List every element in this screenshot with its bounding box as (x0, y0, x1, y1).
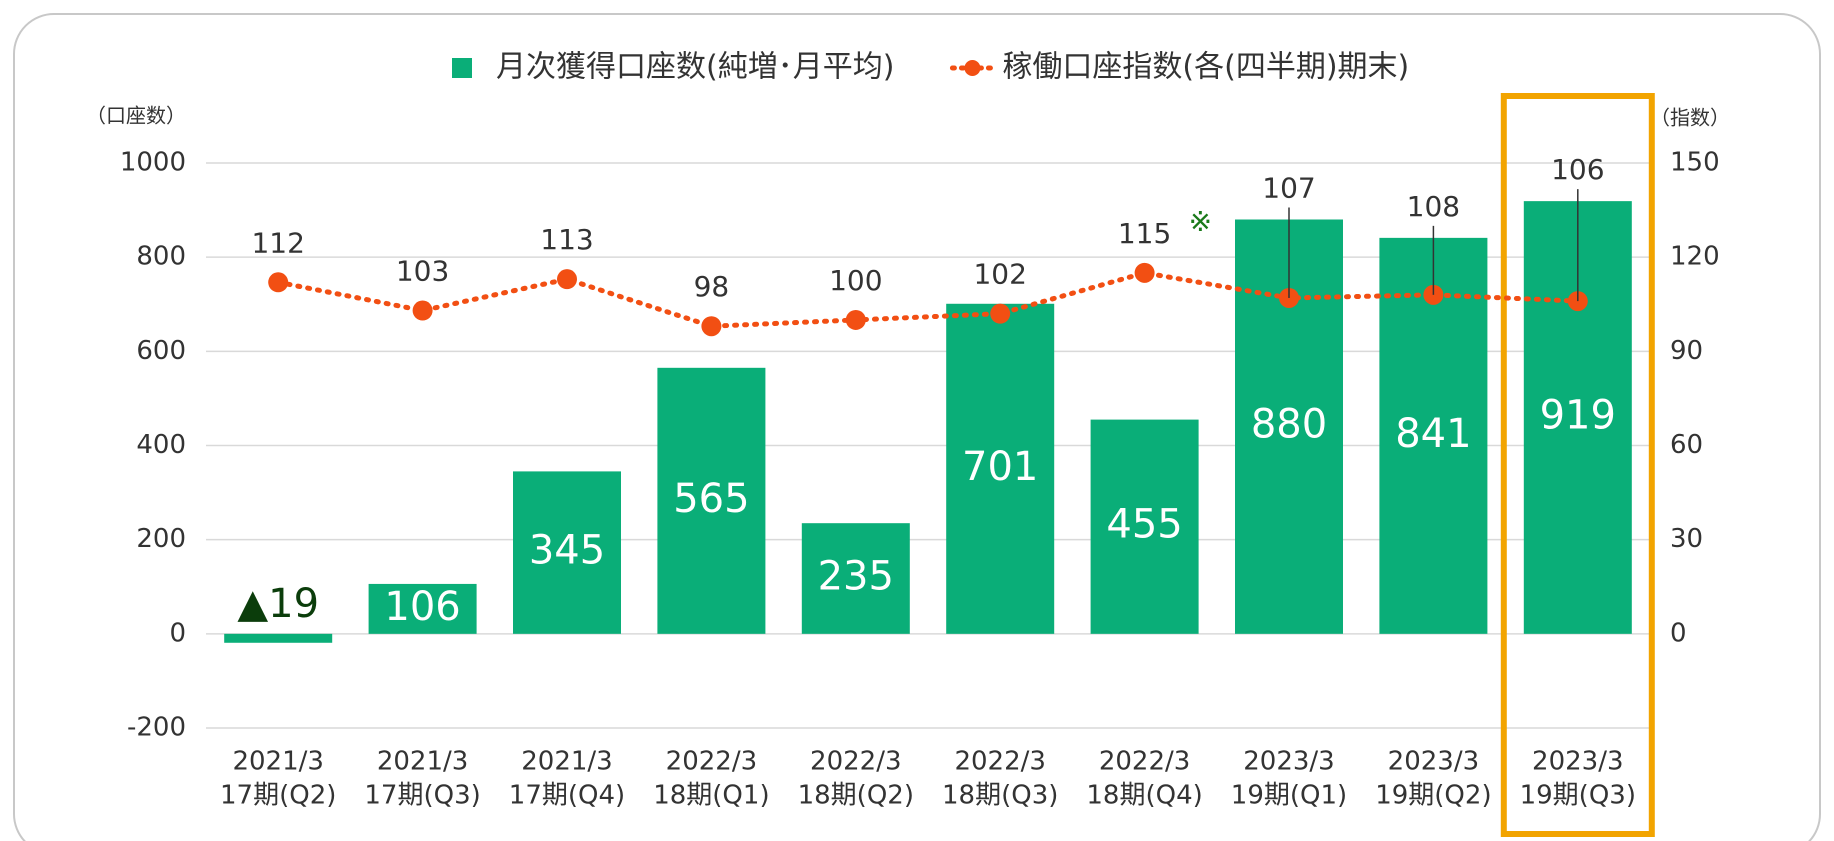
x-tick-label: 18期(Q2) (798, 781, 914, 811)
line-value-label: 115 (1118, 217, 1171, 250)
x-tick-label: 18期(Q3) (942, 781, 1058, 811)
legend-swatch (964, 60, 981, 76)
x-tick-label: 18期(Q4) (1086, 781, 1202, 811)
line-value-label: 102 (973, 258, 1026, 291)
y-tick-label: 200 (136, 524, 186, 554)
line-point (845, 309, 866, 330)
y-tick-label: 800 (136, 242, 186, 272)
y-axis-label: （口座数） (86, 104, 186, 128)
line-point (557, 269, 577, 290)
line-value-label: 108 (1407, 190, 1460, 223)
bar-value-label: 701 (962, 444, 1038, 490)
x-tick-label: 19期(Q1) (1231, 781, 1347, 811)
bar (224, 633, 333, 643)
bar-value-label: 841 (1395, 411, 1471, 457)
line-value-label: 113 (540, 223, 593, 256)
bar-value-label: ▲19 (237, 581, 319, 627)
y2-tick-label: 90 (1670, 336, 1703, 366)
bar-value-label: 235 (818, 554, 894, 600)
y2-tick-label: 120 (1670, 242, 1720, 272)
bar (657, 367, 766, 634)
bar-value-label: 345 (529, 528, 605, 574)
bar-value-label: 919 (1540, 392, 1616, 438)
legend-swatch (452, 58, 472, 78)
x-tick-label: 2021/3 (521, 747, 612, 777)
x-tick-label: 2023/3 (1388, 747, 1479, 777)
legend-label: 月次獲得口座数(純増･月平均) (496, 50, 894, 85)
x-tick-label: 17期(Q3) (364, 781, 480, 811)
line-value-label: 98 (694, 270, 730, 303)
x-tick-label: 2022/3 (666, 747, 757, 777)
line-point (701, 316, 722, 337)
bar (368, 583, 477, 634)
y-tick-label: 1000 (120, 148, 186, 178)
x-tick-label: 2022/3 (810, 747, 901, 777)
x-tick-label: 17期(Q4) (509, 781, 625, 811)
bar (1090, 419, 1199, 634)
bar-value-label: 880 (1251, 402, 1327, 448)
x-tick-label: 17期(Q2) (220, 781, 336, 811)
y2-tick-label: 0 (1670, 618, 1687, 648)
x-tick-label: 2023/3 (1532, 747, 1623, 777)
x-tick-label: 2021/3 (232, 747, 323, 777)
x-tick-label: 19期(Q2) (1375, 781, 1491, 811)
bar (513, 471, 621, 634)
x-tick-label: 2022/3 (954, 747, 1045, 777)
line (275, 270, 1581, 329)
x-tick-label: 19期(Q3) (1520, 781, 1636, 811)
x-tick-label: 2022/3 (1099, 747, 1190, 777)
line-value-label: 107 (1262, 172, 1315, 205)
highlight-box (1500, 93, 1655, 837)
bar (946, 303, 1055, 634)
x-tick-label: 2023/3 (1243, 747, 1334, 777)
y2-tick-label: 60 (1670, 430, 1703, 460)
x-tick-label: 2021/3 (377, 747, 468, 777)
line-value-label: 100 (829, 264, 882, 297)
bar (801, 523, 910, 634)
y2-tick-label: 30 (1670, 524, 1703, 554)
line-point (1134, 262, 1155, 283)
annotation: ※ (1189, 205, 1212, 238)
line-value-label: 106 (1551, 153, 1604, 186)
legend-label: 稼働口座指数(各(四半期)期末) (1002, 50, 1409, 85)
line-point (990, 303, 1011, 324)
bar-value-label: 455 (1106, 502, 1182, 548)
y-tick-label: -200 (127, 713, 186, 743)
y-tick-label: 600 (136, 336, 186, 366)
y-tick-label: 0 (169, 618, 186, 648)
y-tick-label: 400 (136, 430, 186, 460)
y2-axis-label: （指数） (1650, 106, 1730, 130)
line-point (268, 272, 289, 293)
line-value-label: 103 (396, 255, 449, 288)
bar-value-label: 106 (384, 584, 460, 630)
line-value-label: 112 (251, 226, 304, 259)
y2-tick-label: 150 (1670, 148, 1720, 178)
line-point (412, 300, 433, 321)
bar-value-label: 565 (673, 476, 749, 522)
x-tick-label: 18期(Q1) (653, 781, 769, 811)
